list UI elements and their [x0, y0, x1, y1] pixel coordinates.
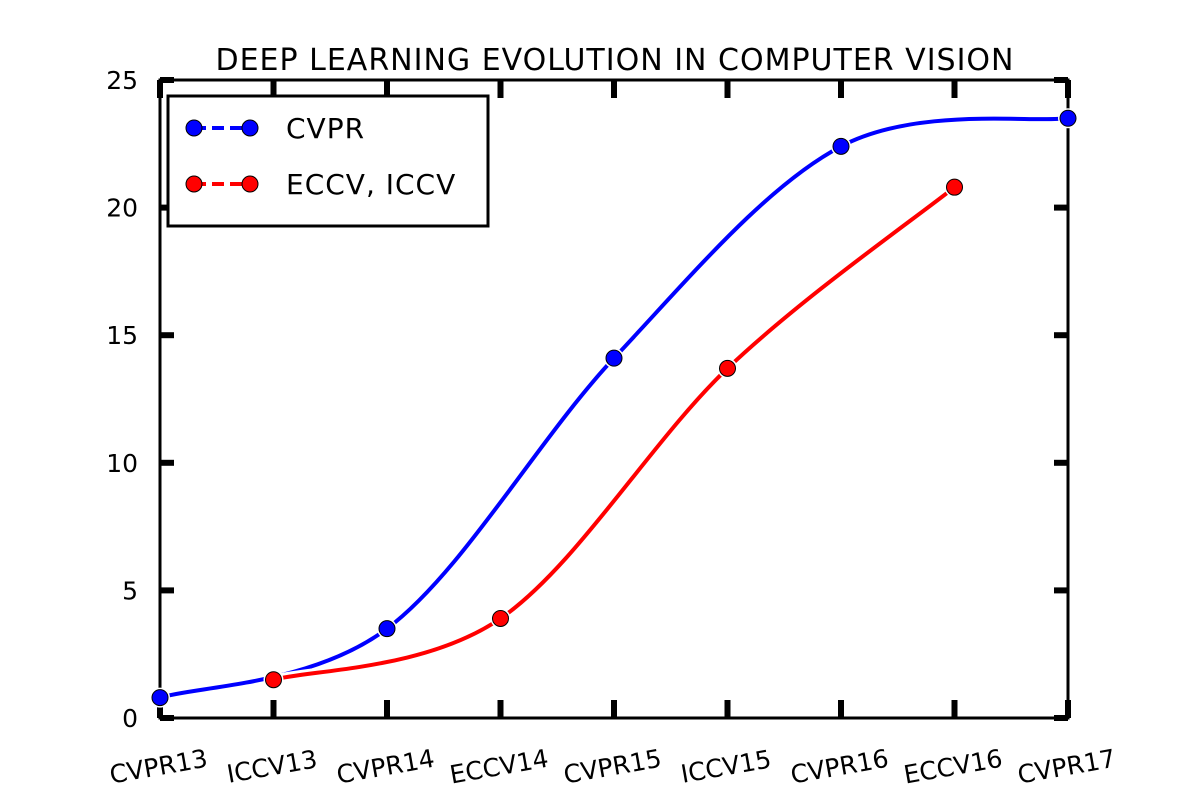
x-tick-label: ECCV16 [901, 744, 1004, 790]
x-tick-label: ICCV13 [225, 744, 320, 788]
y-tick-label: 20 [106, 194, 138, 223]
x-tick-label: CVPR17 [1015, 744, 1117, 790]
data-point [719, 359, 736, 377]
x-tick-label: CVPR14 [334, 744, 436, 790]
series-eccv-iccv-line [271, 185, 957, 682]
series-group [150, 108, 1078, 708]
chart-title: DEEP LEARNING EVOLUTION IN COMPUTER VISI… [216, 43, 1015, 78]
x-tick-label: CVPR15 [561, 744, 663, 790]
legend: CVPR ECCV, ICCV [166, 94, 490, 228]
legend-items: CVPR ECCV, ICCV [185, 112, 456, 201]
series-eccv-iccv-halo [268, 182, 960, 685]
x-tick-label: ECCV14 [447, 744, 550, 790]
legend-label: CVPR [286, 112, 365, 145]
y-tick-label: 10 [106, 449, 138, 478]
legend-swatch-marker [185, 175, 203, 193]
y-tick-label: 25 [106, 66, 138, 95]
data-point [151, 689, 169, 707]
x-tick-label: CVPR16 [788, 744, 890, 790]
data-point [378, 620, 396, 638]
data-point [946, 178, 963, 196]
legend-swatch-marker [241, 175, 259, 193]
y-tick-label: 5 [122, 576, 138, 605]
y-tick-label: 0 [122, 704, 138, 733]
y-tick-label: 15 [106, 321, 138, 350]
data-point [1059, 109, 1077, 127]
data-point [832, 137, 850, 155]
legend-swatch-marker [185, 119, 203, 137]
legend-box [166, 94, 490, 228]
x-tick-label: ICCV15 [679, 744, 774, 788]
data-point [492, 609, 509, 627]
legend-label: ECCV, ICCV [286, 168, 456, 201]
legend-swatch-marker [241, 119, 259, 137]
x-tick-label: CVPR13 [107, 744, 209, 790]
data-point [265, 671, 282, 689]
data-point [605, 349, 623, 367]
